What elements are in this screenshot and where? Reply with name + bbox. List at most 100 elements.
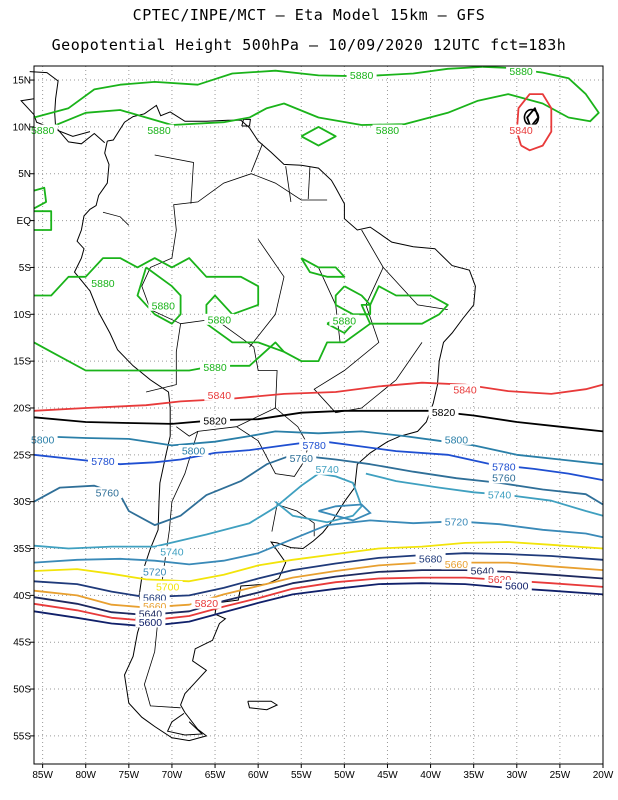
contour-5740 bbox=[318, 503, 372, 522]
lon-tick-label: 70W bbox=[162, 770, 183, 781]
lon-tick-label: 40W bbox=[420, 770, 441, 781]
lat-tick-label: 50S bbox=[13, 685, 31, 696]
contour-label-bg bbox=[484, 573, 515, 585]
contour-label: 5880 bbox=[31, 125, 55, 137]
contour-label: 5600 bbox=[139, 617, 163, 629]
contour-5880 bbox=[33, 341, 285, 372]
contour-5740 bbox=[365, 472, 604, 517]
contour-lines bbox=[33, 66, 604, 628]
contour-label: 5660 bbox=[445, 559, 469, 571]
coastline-central-america bbox=[29, 71, 106, 145]
lon-tick-label: 20W bbox=[593, 770, 614, 781]
contour-label: 5740 bbox=[488, 490, 512, 502]
lat-tick-label: 25S bbox=[13, 450, 31, 461]
contour-label: 5800 bbox=[445, 434, 469, 446]
lon-tick-label: 65W bbox=[205, 770, 226, 781]
country-border bbox=[285, 166, 292, 202]
country-border bbox=[154, 154, 194, 204]
lat-tick-label: 55S bbox=[13, 731, 31, 742]
contour-label-bg bbox=[139, 592, 170, 604]
contour-5880 bbox=[300, 257, 346, 278]
contour-labels: 5880 5880 5880 5880 5880 5880 5880 5880 5880 5880… bbox=[27, 65, 537, 629]
lat-tick-label: 40S bbox=[13, 591, 31, 602]
contour-5880 bbox=[34, 210, 53, 231]
contour-5840 bbox=[33, 381, 604, 412]
country-border bbox=[176, 318, 278, 437]
contour-label-bg bbox=[428, 406, 459, 418]
contour-label: 5880 bbox=[152, 300, 176, 312]
lon-tick-label: 50W bbox=[334, 770, 355, 781]
contour-label: 5880 bbox=[376, 125, 400, 137]
chart-title: CPTEC/INPE/MCT – Eta Model 15km – GFS bbox=[132, 6, 486, 24]
contour-label: 5760 bbox=[96, 488, 120, 500]
contour-label: 5880 bbox=[91, 278, 115, 290]
contour-label-bg bbox=[312, 463, 343, 475]
contour-label-bg bbox=[299, 439, 330, 451]
contour-label-bg bbox=[467, 564, 498, 576]
lon-tick-label: 60W bbox=[248, 770, 269, 781]
contour-label: 5880 bbox=[208, 314, 232, 326]
contour-5600 bbox=[33, 582, 604, 628]
contour-label: 5800 bbox=[31, 434, 55, 446]
lat-tick-label: 5N bbox=[18, 169, 31, 180]
contour-label: 5820 bbox=[195, 598, 219, 610]
contour-label: 5700 bbox=[156, 581, 180, 593]
contour-5680 bbox=[33, 552, 604, 599]
contour-label-bg bbox=[148, 299, 179, 311]
contour-label: 5820 bbox=[203, 416, 227, 428]
lat-tick-label: 35S bbox=[13, 544, 31, 555]
contour-label: 5840 bbox=[509, 125, 533, 137]
lon-tick-label: 55W bbox=[291, 770, 312, 781]
contour-label: 5720 bbox=[143, 566, 167, 578]
contour-label-bg bbox=[152, 580, 183, 592]
contour-5660 bbox=[33, 561, 604, 609]
contour-label-bg bbox=[156, 546, 187, 558]
contour-5840 bbox=[515, 93, 553, 152]
contour-label-bg bbox=[27, 433, 58, 445]
contour-label: 5740 bbox=[315, 464, 339, 476]
country-border bbox=[307, 167, 311, 200]
country-border bbox=[236, 407, 309, 477]
contour-5880 bbox=[33, 66, 483, 119]
contour-label-bg bbox=[191, 597, 222, 609]
contour-label-bg bbox=[441, 433, 472, 445]
lat-tick-label: 30S bbox=[13, 497, 31, 508]
map-frame bbox=[33, 65, 604, 765]
lon-tick-label: 75W bbox=[119, 770, 140, 781]
contour-5880 bbox=[136, 266, 182, 325]
lat-tick-label: 15S bbox=[13, 357, 31, 368]
contour-label-bg bbox=[506, 124, 537, 136]
contour-5700 bbox=[33, 541, 604, 583]
contour-label-bg bbox=[441, 558, 472, 570]
lat-tick-label: EQ bbox=[17, 216, 32, 227]
country-border bbox=[249, 239, 285, 348]
contour-label-bg bbox=[139, 565, 170, 577]
grid-lines bbox=[34, 66, 604, 764]
coastline-pacific bbox=[20, 98, 91, 137]
contour-label-bg bbox=[135, 608, 166, 620]
contour-label: 5880 bbox=[147, 125, 171, 137]
contour-label-bg bbox=[200, 361, 231, 373]
country-border bbox=[313, 229, 423, 414]
contour-label-bg bbox=[372, 124, 403, 136]
lat-tick-label: 5S bbox=[19, 263, 32, 274]
contour-label: 5760 bbox=[290, 453, 314, 465]
contour-label: 5840 bbox=[208, 390, 232, 402]
lat-tick-label: 45S bbox=[13, 638, 31, 649]
contour-label-bg bbox=[488, 472, 519, 484]
contour-label-bg bbox=[441, 516, 472, 528]
contour-label-bg bbox=[346, 69, 377, 81]
country-border bbox=[382, 267, 448, 310]
coastline-falklands bbox=[247, 700, 279, 711]
lat-tick-label: 20S bbox=[13, 403, 31, 414]
contour-label-bg bbox=[329, 314, 360, 326]
contour-label: 5600 bbox=[505, 580, 529, 592]
country-border bbox=[173, 173, 328, 231]
contour-label: 5880 bbox=[350, 70, 374, 82]
lat-tick-label: 15N bbox=[13, 76, 31, 87]
lon-tick-label: 35W bbox=[463, 770, 484, 781]
lat-tick-label: 10S bbox=[13, 310, 31, 321]
contour-label: 5780 bbox=[91, 456, 115, 468]
lon-tick-label: 45W bbox=[377, 770, 398, 781]
